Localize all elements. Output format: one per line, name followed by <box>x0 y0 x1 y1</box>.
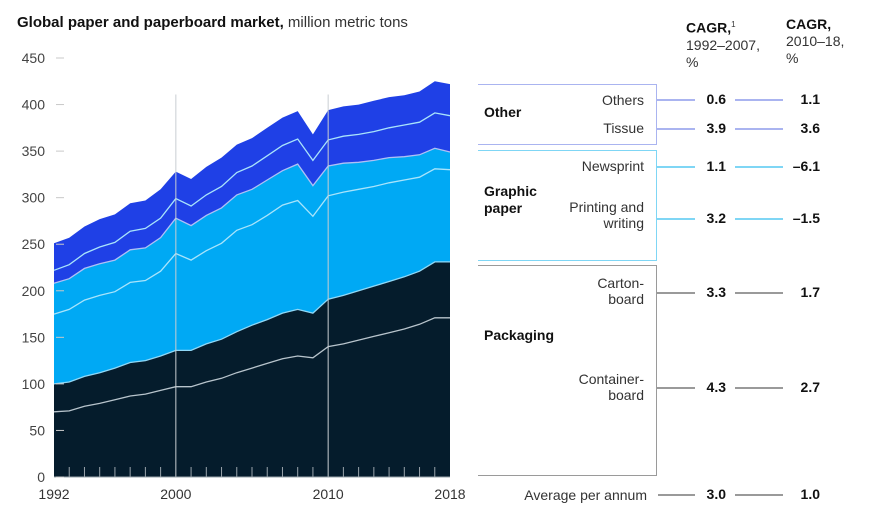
y-tick-label: 350 <box>22 143 46 159</box>
group-label-graphic-paper: Graphic paper <box>484 183 537 216</box>
value-printing-1992-2007: 3.2 <box>706 210 726 226</box>
value-containerboard-1992-2007: 4.3 <box>706 379 726 395</box>
value-newsprint-1992-2007: 1.1 <box>706 158 726 174</box>
connector-others-2 <box>735 99 783 101</box>
connector-tissue-2 <box>735 128 783 130</box>
item-label-newsprint: Newsprint <box>581 158 644 174</box>
item-label-others: Others <box>601 92 644 108</box>
area-newsprint <box>54 148 450 315</box>
divider-line-tissue <box>53 112 451 271</box>
connector-average-2 <box>735 494 783 496</box>
item-label-average: Average per annum <box>524 487 647 503</box>
connector-printing-1 <box>657 218 695 220</box>
x-tick-label: 2010 <box>313 486 344 502</box>
group-box-other <box>478 84 657 145</box>
connector-newsprint-2 <box>735 166 783 168</box>
y-tick-label: 150 <box>22 329 46 345</box>
connector-containerboard-2 <box>735 387 783 389</box>
column-header-period: 1992–2007, <box>686 36 760 53</box>
x-tick-label: 2000 <box>160 486 191 502</box>
connector-containerboard-1 <box>657 387 695 389</box>
connector-average-1 <box>658 494 695 496</box>
area-containerboard <box>54 317 450 477</box>
divider-line-cartonboard <box>53 261 450 385</box>
chart-title-bold: Global paper and paperboard market, <box>17 14 284 31</box>
value-tissue-1992-2007: 3.9 <box>706 120 726 136</box>
column-header-label: CAGR, <box>786 16 832 32</box>
value-others-2010-18: 1.1 <box>800 91 820 107</box>
value-containerboard-2010-18: 2.7 <box>800 379 820 395</box>
x-tick-label: 1992 <box>38 486 69 502</box>
group-label-packaging: Packaging <box>484 327 555 343</box>
value-average-2010-18: 1.0 <box>800 486 820 502</box>
column-header-cagr-1992-2007: CAGR,1 1992–2007, % <box>686 16 760 71</box>
divider-line-containerboard <box>53 317 450 413</box>
y-tick-label: 200 <box>22 283 46 299</box>
y-tick-label: 50 <box>29 422 45 438</box>
y-tick-label: 100 <box>22 376 46 392</box>
column-header-cagr-2010-18: CAGR, 2010–18, % <box>786 16 844 67</box>
y-tick-label: 300 <box>22 190 46 206</box>
value-tissue-2010-18: 3.6 <box>800 120 820 136</box>
value-average-1992-2007: 3.0 <box>706 486 726 502</box>
chart-title-unit: million metric tons <box>287 14 408 31</box>
item-label-tissue: Tissue <box>603 120 644 136</box>
value-printing-2010-18: –1.5 <box>792 210 820 226</box>
value-others-1992-2007: 0.6 <box>706 91 726 107</box>
area-tissue <box>54 112 450 284</box>
connector-others-1 <box>657 99 695 101</box>
connector-tissue-1 <box>657 128 695 130</box>
group-label-other: Other <box>484 104 522 120</box>
group-box-graphic-paper <box>478 150 657 261</box>
y-tick-label: 250 <box>22 236 46 252</box>
area-cartonboard <box>54 261 450 412</box>
value-newsprint-2010-18: –6.1 <box>792 158 820 174</box>
connector-cartonboard-1 <box>657 292 695 294</box>
connector-newsprint-1 <box>657 166 695 168</box>
column-header-unit: % <box>686 53 699 70</box>
divider-line-printing-and-writing <box>53 168 451 315</box>
column-header-period: 2010–18, <box>786 33 845 49</box>
column-header-label: CAGR, <box>686 19 732 36</box>
item-label-printing-writing: Printing and writing <box>569 199 644 231</box>
group-box-packaging <box>478 265 657 476</box>
y-tick-label: 450 <box>22 50 46 66</box>
chart-title: Global paper and paperboard market, mill… <box>17 14 408 31</box>
value-cartonboard-1992-2007: 3.3 <box>706 284 726 300</box>
item-label-cartonboard: Carton-board <box>597 275 644 307</box>
footnote-marker: 1 <box>731 20 736 29</box>
y-tick-label: 0 <box>37 469 45 485</box>
connector-cartonboard-2 <box>735 292 783 294</box>
item-label-containerboard: Container-board <box>578 371 644 403</box>
connector-printing-2 <box>735 218 783 220</box>
divider-line-newsprint <box>53 147 451 284</box>
area-printing-and-writing <box>54 168 450 384</box>
y-tick-label: 400 <box>22 97 46 113</box>
column-header-unit: % <box>786 50 799 66</box>
value-cartonboard-2010-18: 1.7 <box>800 284 820 300</box>
x-tick-label: 2018 <box>434 486 465 502</box>
